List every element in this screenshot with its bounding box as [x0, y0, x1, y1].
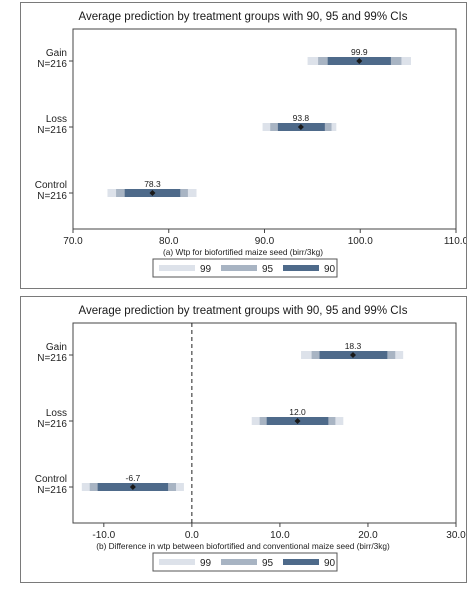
chart-b-group-n-label: N=216: [37, 419, 67, 430]
chart-b-group-n-label: N=216: [37, 485, 67, 496]
chart-b-x-tick-label: -10.0: [92, 530, 115, 541]
chart-a-estimate-point: [356, 58, 363, 64]
chart-b-group-label: Gain: [46, 342, 67, 353]
chart-b-legend-label: 99: [200, 558, 212, 569]
chart-a-legend-swatch: [159, 265, 195, 271]
chart-a-estimate-point: [149, 190, 156, 196]
chart-b-legend-swatch: [159, 559, 195, 565]
chart-a-group-label: Loss: [46, 114, 67, 125]
chart-a-x-axis-label: (a) Wtp for biofortified maize seed (bir…: [163, 247, 323, 257]
caption-strip: [0, 592, 474, 603]
chart-b-group-label: Loss: [46, 408, 67, 419]
chart-a-estimate-label: 93.8: [293, 113, 310, 123]
chart-b-estimate-point: [294, 418, 301, 424]
chart-a-x-tick-label: 90.0: [255, 236, 275, 247]
chart-panel-a: Average prediction by treatment groups w…: [20, 2, 467, 289]
chart-b-estimate-label: 12.0: [289, 407, 306, 417]
chart-a-svg: Average prediction by treatment groups w…: [35, 11, 466, 278]
chart-a-estimate-label: 99.9: [351, 47, 368, 57]
chart-a-x-tick-label: 110.0: [444, 236, 466, 247]
chart-b-x-tick-label: 30.0: [446, 530, 466, 541]
chart-panel-b: Average prediction by treatment groups w…: [20, 296, 467, 583]
chart-b-legend-swatch: [283, 559, 319, 565]
chart-b-x-tick-label: 10.0: [270, 530, 290, 541]
chart-b-estimate-label: 18.3: [345, 341, 362, 351]
chart-b-svg: Average prediction by treatment groups w…: [35, 305, 466, 572]
chart-b-legend-label: 95: [262, 558, 274, 569]
chart-a-legend-label: 99: [200, 264, 212, 275]
chart-b-x-tick-label: 20.0: [358, 530, 378, 541]
chart-a-group-label: Control: [35, 180, 67, 191]
chart-b-estimate-point: [349, 352, 356, 358]
chart-b-estimate-label: -6.7: [126, 473, 141, 483]
chart-b-title: Average prediction by treatment groups w…: [78, 305, 407, 317]
chart-a-group-n-label: N=216: [37, 59, 67, 70]
chart-a-legend-swatch: [221, 265, 257, 271]
chart-a-legend-swatch: [283, 265, 319, 271]
chart-a-group-n-label: N=216: [37, 125, 67, 136]
chart-a-legend-label: 90: [324, 264, 336, 275]
chart-a-estimate-label: 78.3: [144, 179, 161, 189]
chart-b-legend-swatch: [221, 559, 257, 565]
chart-b-x-axis-label: (b) Difference in wtp between biofortifi…: [96, 541, 390, 551]
chart-a-group-n-label: N=216: [37, 191, 67, 202]
chart-a-title: Average prediction by treatment groups w…: [78, 11, 407, 23]
chart-b-x-tick-label: 0.0: [185, 530, 199, 541]
chart-a-group-label: Gain: [46, 48, 67, 59]
chart-b-legend-label: 90: [324, 558, 336, 569]
chart-b-estimate-point: [129, 484, 136, 490]
chart-a-x-tick-label: 100.0: [348, 236, 373, 247]
chart-b-group-n-label: N=216: [37, 353, 67, 364]
chart-a-legend-label: 95: [262, 264, 274, 275]
chart-b-group-label: Control: [35, 474, 67, 485]
chart-a-x-tick-label: 80.0: [159, 236, 179, 247]
chart-a-estimate-point: [297, 124, 304, 130]
chart-a-x-tick-label: 70.0: [63, 236, 83, 247]
